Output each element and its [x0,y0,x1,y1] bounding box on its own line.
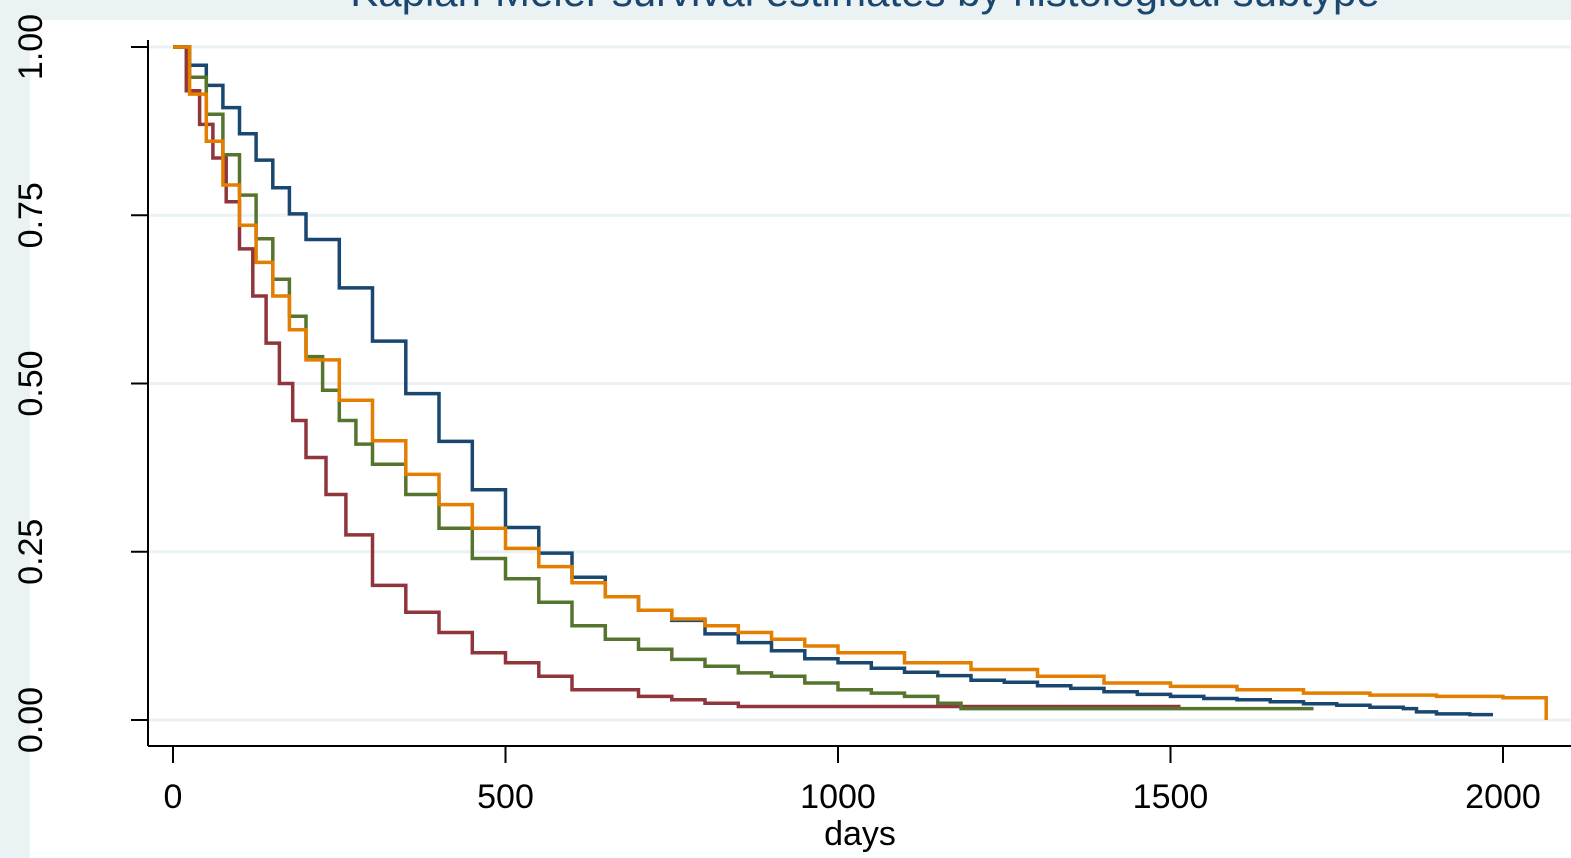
y-tick-label-2: 0.50 [12,350,50,416]
y-axis-ticks: 0.00 0.25 0.50 0.75 1.00 [12,14,148,753]
x-tick-label-4: 2000 [1465,778,1541,816]
survival-curve-1 [173,45,1181,709]
y-tick-label-4: 1.00 [12,14,50,80]
y-tick-label-0: 0.00 [12,687,50,753]
survival-curve-2 [173,45,1314,711]
x-tick-label-3: 1500 [1133,778,1209,816]
x-axis-title: days [824,815,896,853]
survival-curve-0 [173,45,1493,717]
survival-curve-3 [173,45,1548,720]
x-tick-label-0: 0 [164,778,183,816]
gridlines [148,45,1571,722]
chart-title: Kaplan-Meier survival estimates by histo… [350,0,1379,15]
y-tick-label-1: 0.25 [12,519,50,585]
x-tick-label-2: 1000 [800,778,876,816]
y-tick-label-3: 0.75 [12,182,50,248]
series-layer [173,45,1548,720]
x-tick-label-1: 500 [477,778,534,816]
x-axis-ticks: 0 500 1000 1500 2000 [164,746,1541,816]
